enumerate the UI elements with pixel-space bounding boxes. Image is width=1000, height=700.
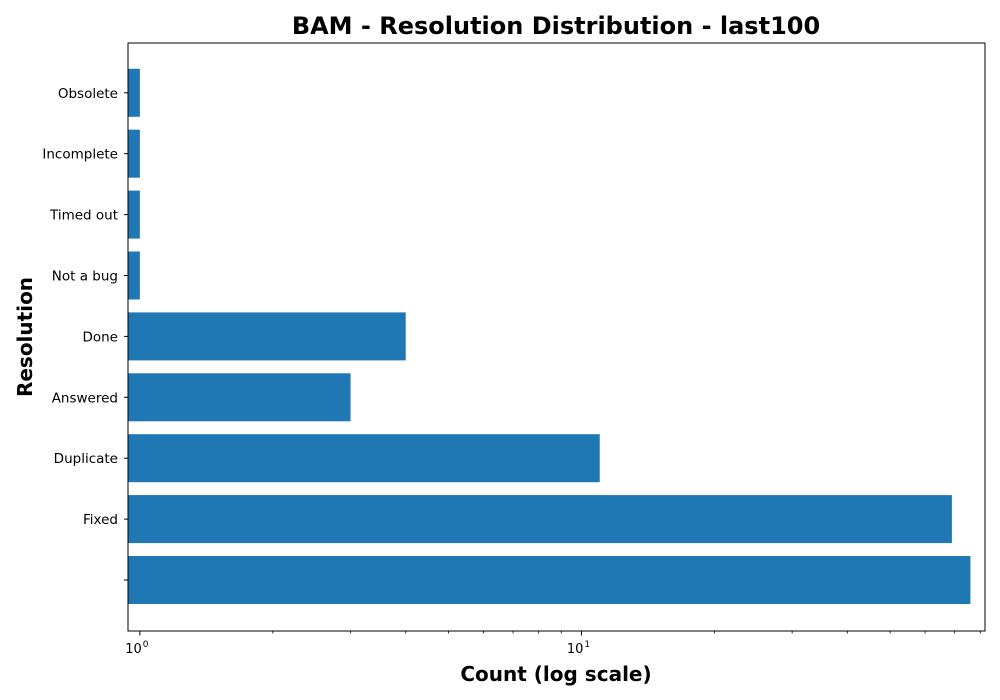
y-tick-label: Duplicate bbox=[54, 451, 118, 467]
plot-frame bbox=[127, 42, 986, 632]
bar-blank bbox=[128, 556, 971, 604]
bar-done bbox=[128, 312, 406, 361]
bar-duplicate bbox=[128, 434, 600, 483]
y-tick-label: Answered bbox=[52, 390, 118, 406]
bar-answered bbox=[128, 373, 351, 422]
bar-incomplete bbox=[128, 129, 140, 178]
y-tick-label: Done bbox=[82, 329, 118, 345]
chart-title: BAM - Resolution Distribution - last100 bbox=[292, 12, 820, 40]
y-axis-label: Resolution bbox=[13, 277, 37, 397]
bar-fixed bbox=[128, 495, 952, 544]
y-tick-label: Not a bug bbox=[52, 269, 118, 285]
ticks-layer: Fixed Duplicate Answered Done Not a bug Timed… bbox=[42, 86, 981, 657]
bars-layer bbox=[128, 68, 971, 604]
x-tick-label: 101 bbox=[567, 640, 590, 657]
x-tick-label: 100 bbox=[125, 640, 149, 657]
y-tick-label: Incomplete bbox=[42, 147, 118, 163]
bar-not-a-bug bbox=[128, 251, 140, 300]
y-tick-label: Obsolete bbox=[58, 86, 118, 102]
x-axis-label: Count (log scale) bbox=[460, 662, 651, 686]
y-tick-label: Timed out bbox=[49, 208, 118, 224]
bar-timed-out bbox=[128, 190, 140, 239]
bar-obsolete bbox=[128, 68, 140, 117]
y-tick-label: Fixed bbox=[83, 512, 118, 528]
